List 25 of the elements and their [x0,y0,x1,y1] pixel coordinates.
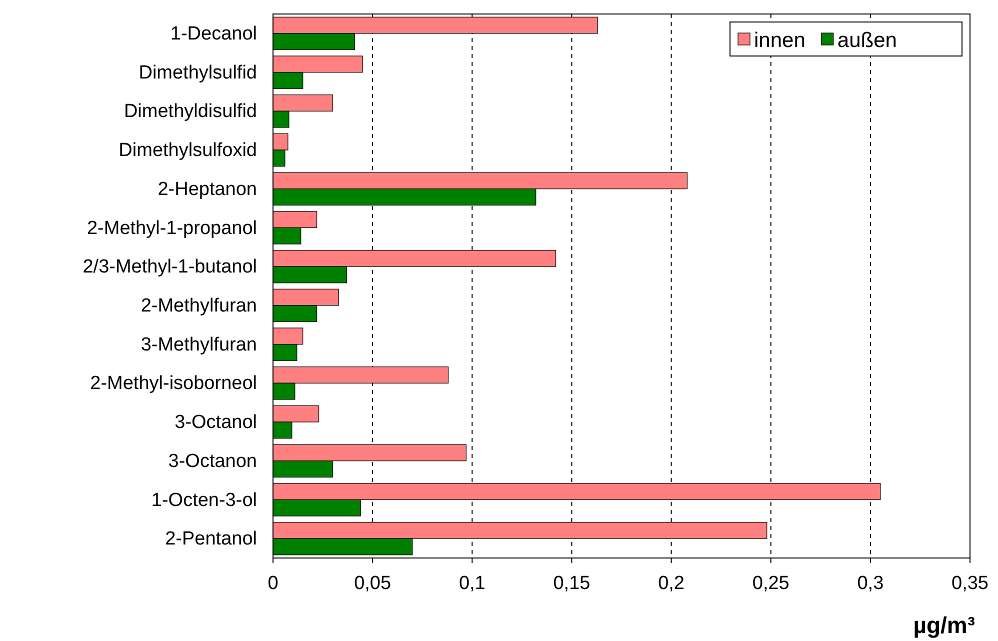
y-tick-label: Dimethylsulfid [138,62,257,84]
y-tick-label: 2-Methyl-1-propanol [86,218,257,239]
x-tick-label: 0,25 [752,572,790,594]
y-tick-label: 2-Heptanon [158,178,257,200]
x-tick-label: 0,2 [658,572,684,594]
x-tick-label: 0 [268,572,278,594]
y-tick-label: 2-Methylfuran [140,296,257,317]
legend-label: außen [837,29,897,52]
y-tick-label: 3-Methylfuran [140,334,257,356]
x-tick-label: 0,05 [354,572,392,594]
x-tick-label: 0,3 [857,572,884,594]
y-tick-label: 2/3-Methyl-1-butanol [82,256,257,278]
x-tick-label: 0,1 [458,572,486,594]
y-tick-label: 3-Octanon [168,450,257,472]
y-tick-label: 1-Decanol [170,24,257,45]
y-tick-label: Dimethylsulfoxid [118,140,257,162]
x-axis-title: µg/m³ [913,612,976,638]
y-tick-label: 2-Methyl-isoborneol [90,373,257,394]
y-tick-label: 3-Octanol [174,412,257,434]
x-tick-label: 0,35 [952,572,988,594]
y-tick-label: 1-Octen-3-ol [151,490,257,511]
x-tick-label: 0,15 [553,572,590,594]
legend-label: innen [754,29,806,52]
y-tick-label: 2-Pentanol [165,528,257,550]
y-tick-label: Dimethyldisulfid [124,101,257,122]
